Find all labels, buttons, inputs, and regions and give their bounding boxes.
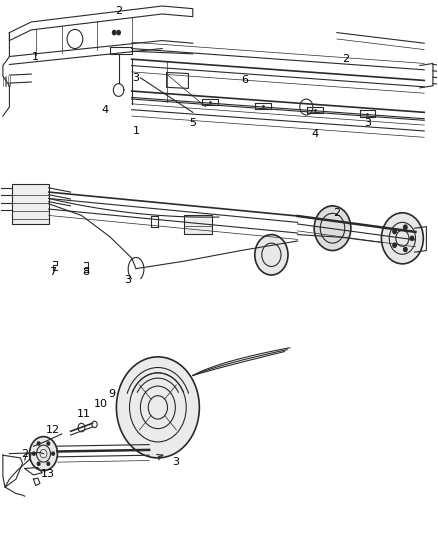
Circle shape bbox=[117, 357, 199, 458]
Text: 6: 6 bbox=[242, 76, 249, 85]
Text: 2: 2 bbox=[21, 449, 28, 458]
Text: 3: 3 bbox=[172, 457, 179, 467]
Text: 8: 8 bbox=[82, 267, 89, 277]
Text: 9: 9 bbox=[109, 389, 116, 399]
Circle shape bbox=[393, 229, 396, 233]
Circle shape bbox=[381, 213, 424, 264]
Circle shape bbox=[52, 452, 54, 455]
Text: 11: 11 bbox=[77, 409, 91, 419]
Text: 3: 3 bbox=[133, 73, 140, 83]
Text: 1: 1 bbox=[133, 126, 140, 136]
Text: 4: 4 bbox=[311, 128, 318, 139]
Text: 4: 4 bbox=[102, 104, 109, 115]
Circle shape bbox=[255, 235, 288, 275]
Text: 1: 1 bbox=[32, 52, 39, 61]
Text: 10: 10 bbox=[94, 399, 108, 409]
Text: 7: 7 bbox=[49, 267, 57, 277]
Circle shape bbox=[113, 30, 116, 35]
Circle shape bbox=[32, 452, 35, 455]
Circle shape bbox=[47, 462, 49, 465]
FancyBboxPatch shape bbox=[184, 215, 212, 233]
Circle shape bbox=[403, 225, 407, 229]
Text: 3: 3 bbox=[124, 275, 131, 285]
Circle shape bbox=[37, 462, 40, 465]
Circle shape bbox=[314, 206, 351, 251]
Circle shape bbox=[47, 442, 49, 445]
Circle shape bbox=[37, 442, 40, 445]
Circle shape bbox=[410, 236, 414, 240]
Circle shape bbox=[393, 243, 396, 247]
Text: 2: 2 bbox=[115, 6, 122, 17]
Circle shape bbox=[29, 437, 57, 471]
Text: 13: 13 bbox=[41, 469, 55, 479]
Text: 2: 2 bbox=[333, 208, 340, 219]
FancyBboxPatch shape bbox=[12, 184, 49, 224]
Circle shape bbox=[403, 247, 407, 252]
Circle shape bbox=[117, 30, 120, 35]
Text: 3: 3 bbox=[364, 118, 371, 128]
Text: 5: 5 bbox=[189, 118, 196, 128]
Text: 2: 2 bbox=[342, 54, 349, 64]
Text: 12: 12 bbox=[46, 425, 60, 435]
